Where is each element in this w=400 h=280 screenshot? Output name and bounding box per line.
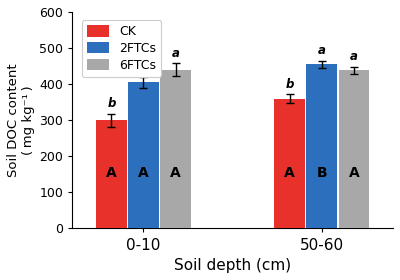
- Text: B: B: [316, 165, 327, 179]
- Bar: [160, 70, 191, 228]
- Text: A: A: [106, 165, 117, 179]
- Text: A: A: [138, 165, 149, 179]
- Text: a: a: [350, 50, 358, 63]
- Bar: [306, 64, 337, 228]
- Text: A: A: [348, 165, 359, 179]
- Y-axis label: Soil DOC content
( mg kg⁻¹ ): Soil DOC content ( mg kg⁻¹ ): [7, 63, 35, 177]
- Text: a: a: [140, 60, 147, 73]
- Text: A: A: [284, 165, 295, 179]
- Text: a: a: [318, 44, 326, 57]
- X-axis label: Soil depth (cm): Soil depth (cm): [174, 258, 291, 273]
- Text: b: b: [286, 78, 294, 91]
- Bar: [338, 70, 369, 228]
- Bar: [274, 99, 305, 228]
- Text: A: A: [170, 165, 181, 179]
- Legend: CK, 2FTCs, 6FTCs: CK, 2FTCs, 6FTCs: [82, 20, 161, 77]
- Text: b: b: [107, 97, 116, 110]
- Bar: [128, 82, 159, 228]
- Text: a: a: [172, 46, 180, 60]
- Bar: [96, 120, 127, 228]
